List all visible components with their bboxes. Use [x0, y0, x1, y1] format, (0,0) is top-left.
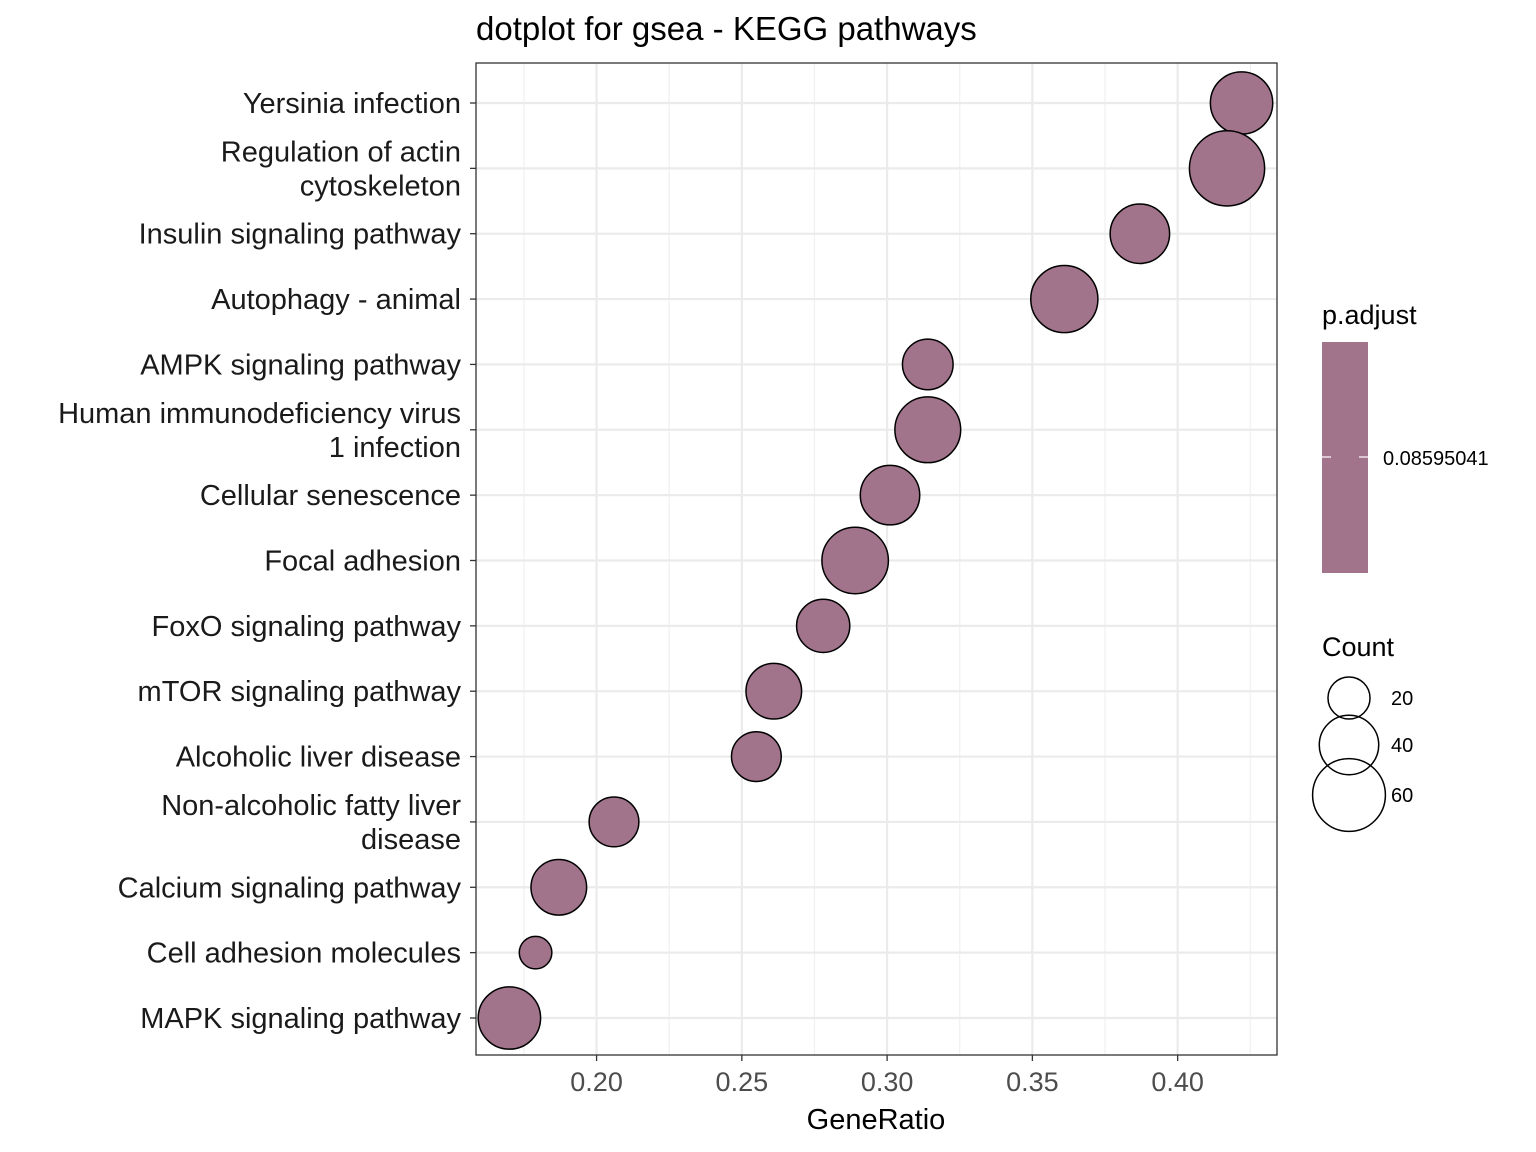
x-tick-label: 0.40 [1151, 1067, 1204, 1097]
y-tick-label: Regulation of actin [221, 136, 461, 168]
y-tick-label: Yersinia infection [243, 88, 461, 120]
size-legend-label: 20 [1391, 688, 1413, 710]
size-legend: Count 20 40 60 [1311, 632, 1413, 833]
x-tick-label: 0.20 [570, 1067, 623, 1097]
x-tick-label: 0.30 [861, 1067, 914, 1097]
y-axis: Yersinia infection Regulation of actincyt… [58, 88, 476, 1035]
color-legend: p.adjust 0.08595041 [1322, 300, 1489, 573]
size-legend-circle [1327, 676, 1371, 720]
size-legend-label: 40 [1391, 735, 1413, 757]
data-points [477, 71, 1274, 1050]
data-point [901, 338, 954, 391]
data-point [730, 730, 782, 783]
data-point [588, 796, 640, 848]
y-tick-label: AMPK signaling pathway [140, 349, 461, 381]
data-point [821, 526, 890, 595]
x-tick-label: 0.35 [1006, 1067, 1059, 1097]
y-tick-label: Human immunodeficiency virus [58, 398, 461, 430]
x-axis: 0.20 0.25 0.30 0.35 0.40 [570, 1055, 1204, 1097]
data-point [518, 935, 553, 970]
data-point [1109, 203, 1171, 265]
data-point [894, 396, 962, 464]
y-tick-label: Autophagy - animal [211, 284, 461, 316]
chart-title: dotplot for gsea - KEGG pathways [476, 10, 977, 47]
data-point [859, 464, 921, 526]
y-tick-label: Cellular senescence [200, 480, 461, 512]
y-tick-label: mTOR signaling pathway [138, 676, 462, 708]
data-point [1188, 130, 1266, 207]
y-tick-label: Insulin signaling pathway [139, 219, 462, 251]
data-point [745, 662, 803, 720]
y-tick-label: Alcoholic liver disease [176, 742, 461, 774]
x-tick-label: 0.25 [716, 1067, 769, 1097]
y-tick-label: 1 infection [329, 432, 461, 464]
data-point [530, 858, 588, 916]
y-tick-label: Focal adhesion [264, 546, 461, 578]
color-legend-label: 0.08595041 [1383, 448, 1489, 470]
data-point [1209, 71, 1274, 135]
y-tick-label: MAPK signaling pathway [140, 1003, 461, 1035]
size-legend-label: 60 [1391, 785, 1413, 807]
x-axis-label: GeneRatio [807, 1104, 946, 1136]
color-legend-title: p.adjust [1322, 300, 1417, 330]
size-legend-circle [1311, 757, 1387, 833]
size-legend-circle [1318, 714, 1380, 776]
data-point [795, 598, 851, 654]
panel-border [475, 62, 1278, 1056]
y-tick-label: cytoskeleton [300, 170, 461, 202]
y-tick-label: Cell adhesion molecules [147, 938, 461, 970]
y-tick-label: Calcium signaling pathway [118, 872, 462, 904]
data-point [477, 986, 542, 1050]
size-legend-title: Count [1322, 632, 1395, 662]
data-point [1030, 264, 1099, 334]
y-tick-label: FoxO signaling pathway [152, 611, 462, 643]
y-tick-label: disease [361, 824, 461, 856]
y-tick-label: Non-alcoholic fatty liver [161, 790, 461, 822]
